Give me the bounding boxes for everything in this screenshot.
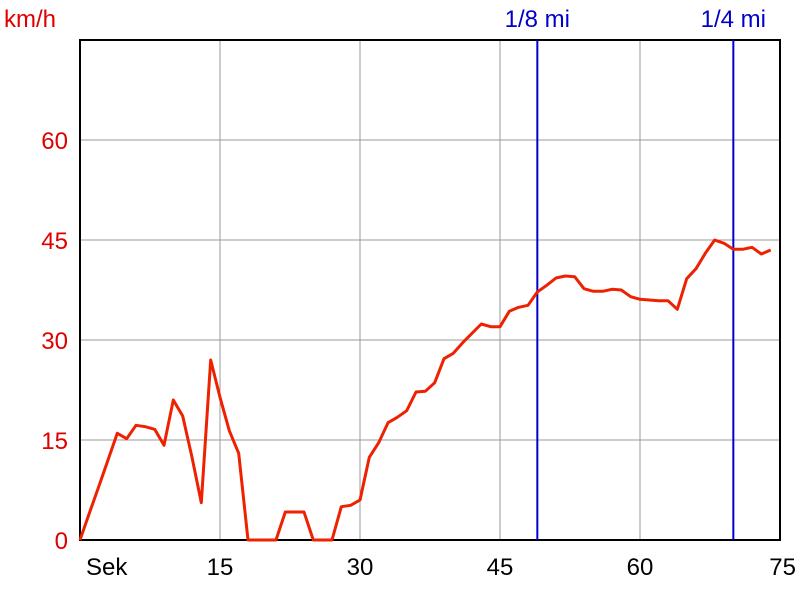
y-axis-tick-labels: 0 15 30 45 60 [41, 128, 68, 555]
grid-lines [80, 40, 780, 540]
x-tick-label-15: 15 [207, 554, 234, 581]
y-tick-label-60: 60 [41, 128, 68, 155]
speed-series-line [78, 238, 772, 542]
plot-frame [79, 39, 781, 541]
x-axis-tick-labels: 15 30 45 60 75 [207, 554, 796, 581]
x-tick-label-60: 60 [627, 554, 654, 581]
distance-markers: 1/8 mi 1/4 mi [505, 6, 766, 540]
x-axis-label: Sek [86, 554, 128, 581]
y-tick-label-0: 0 [55, 528, 68, 555]
y-tick-label-30: 30 [41, 328, 68, 355]
y-axis-label: km/h [4, 6, 56, 33]
x-tick-label-75: 75 [769, 554, 796, 581]
y-tick-label-15: 15 [41, 428, 68, 455]
marker-label-1: 1/4 mi [701, 6, 766, 33]
x-tick-label-30: 30 [347, 554, 374, 581]
marker-label-0: 1/8 mi [505, 6, 570, 33]
y-tick-label-45: 45 [41, 228, 68, 255]
x-tick-label-45: 45 [487, 554, 514, 581]
